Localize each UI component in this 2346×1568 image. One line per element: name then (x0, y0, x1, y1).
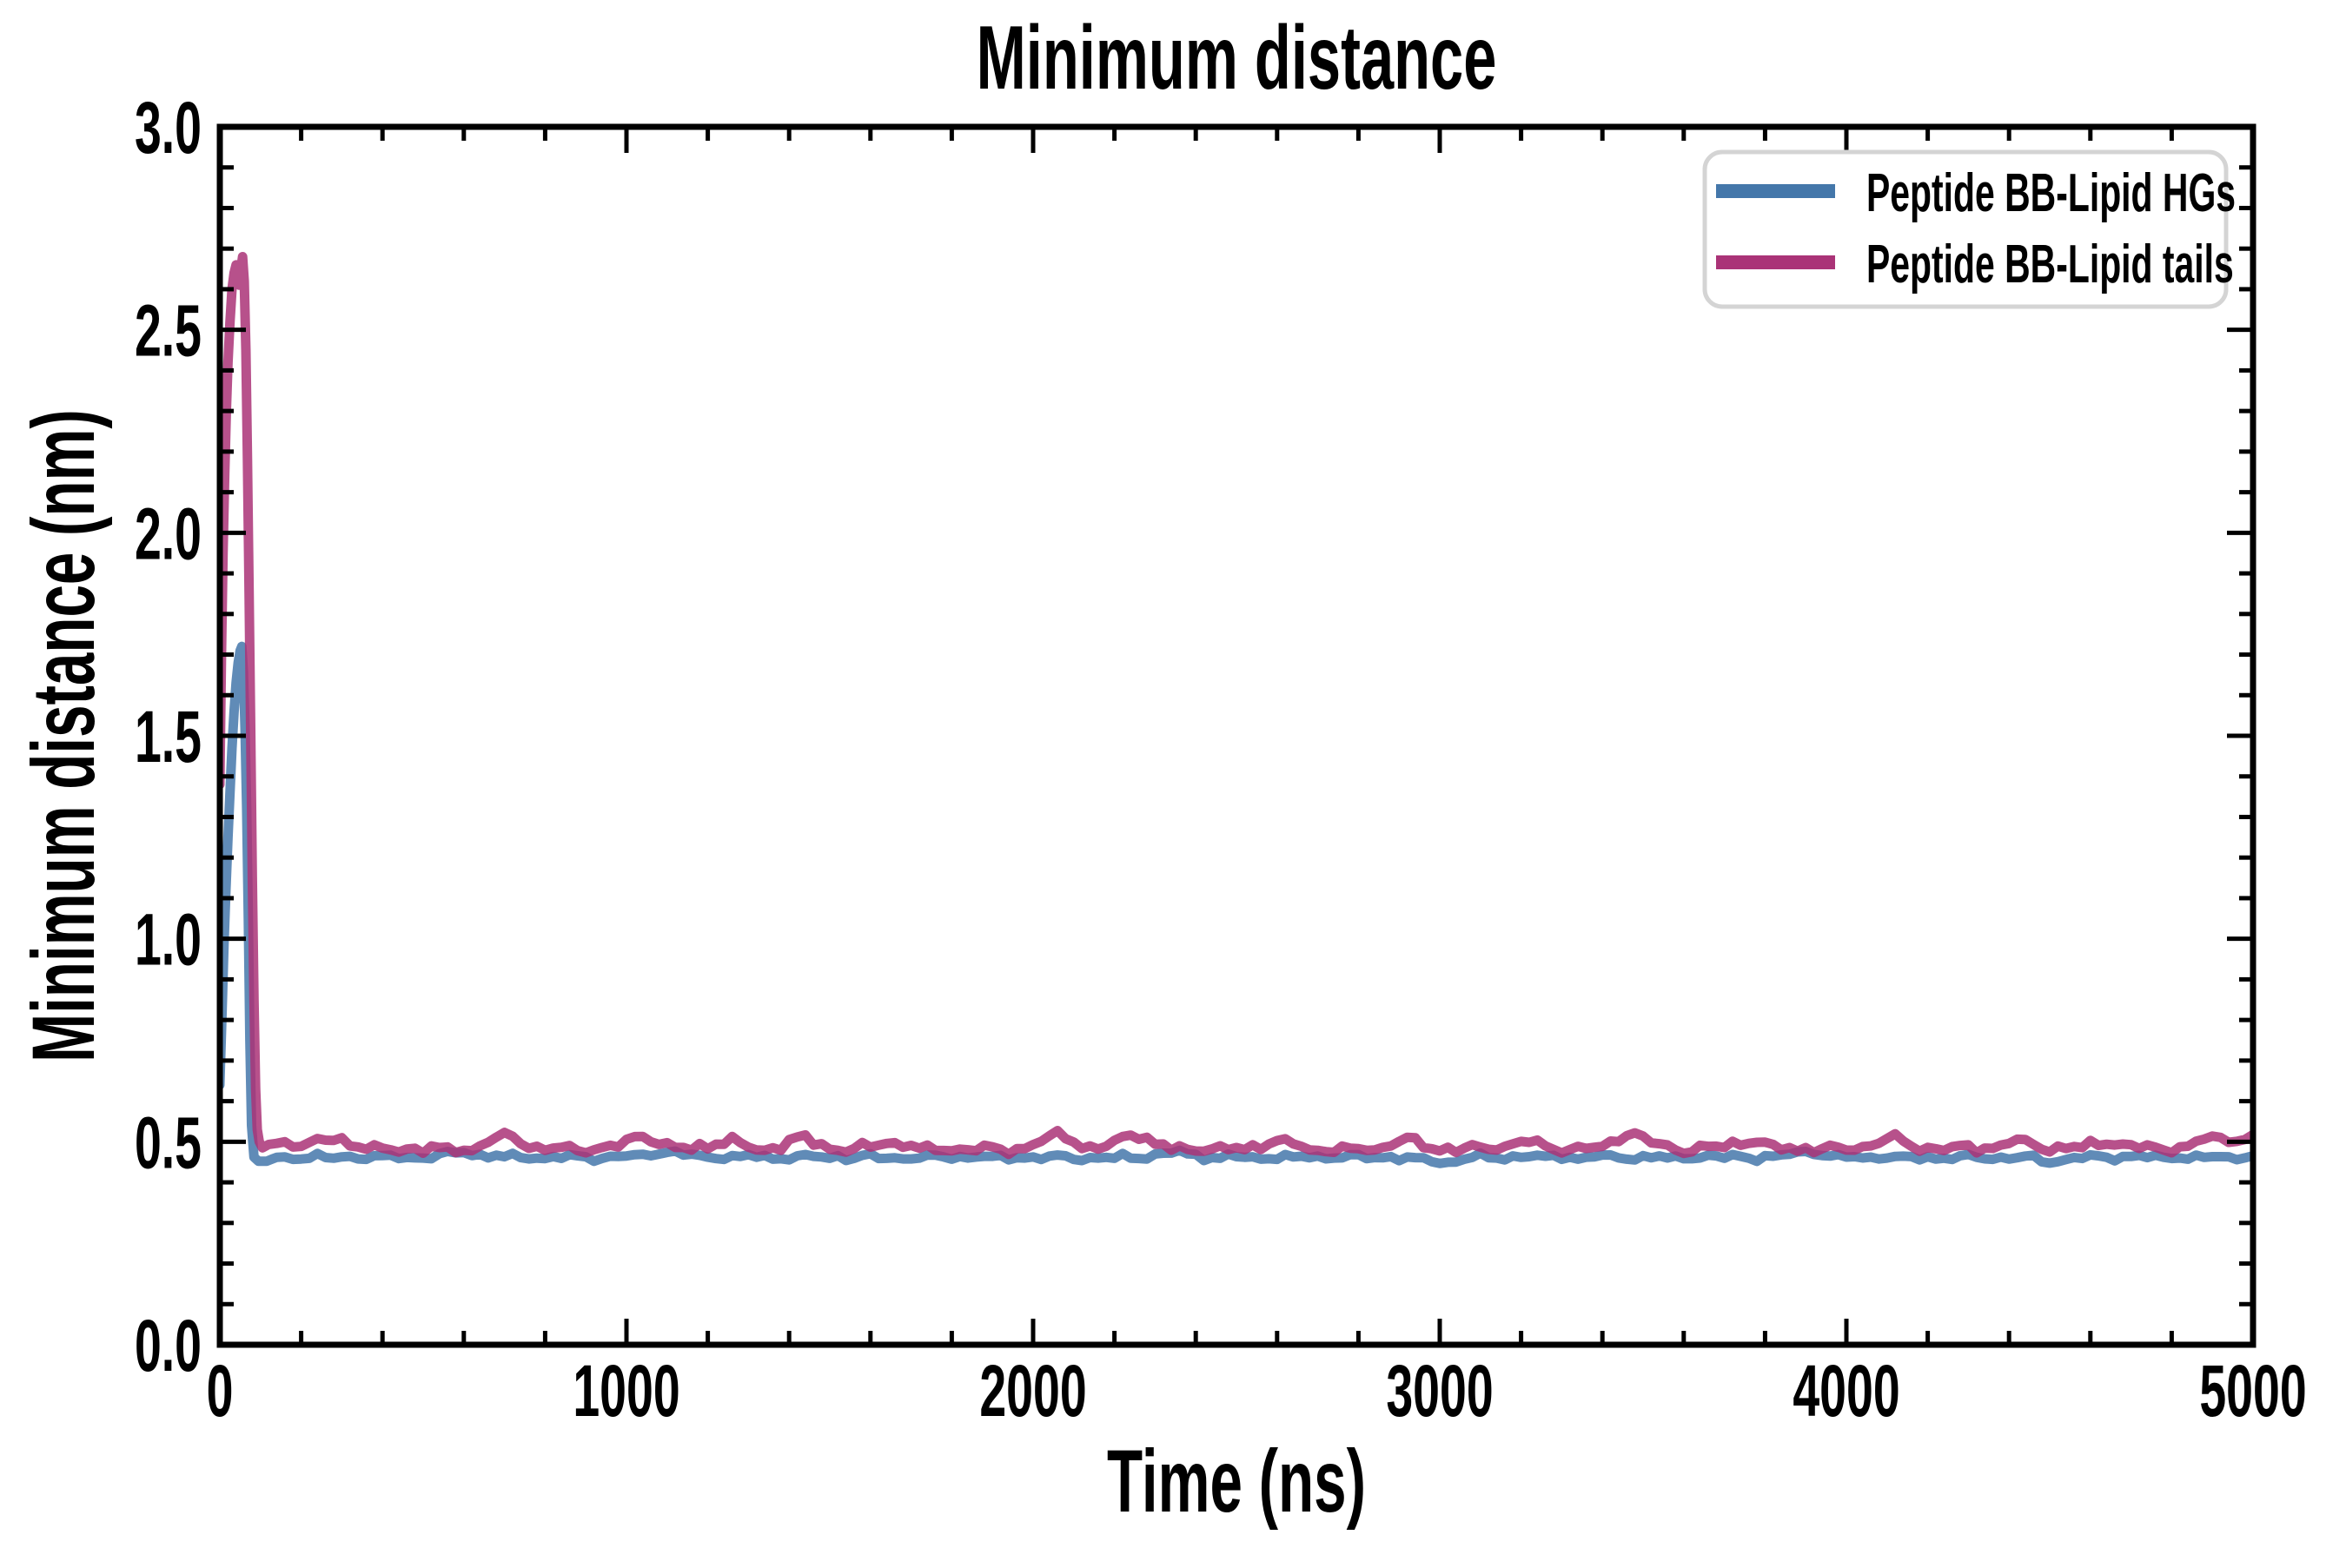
y-tick-label: 0.0 (135, 1307, 202, 1387)
chart-title: Minimum distance (977, 7, 1497, 109)
x-tick-label: 0 (207, 1352, 234, 1432)
y-axis-label: Minimum distance (nm) (15, 409, 113, 1062)
legend-label-hgs: Peptide BB-Lipid HGs (1866, 163, 2236, 224)
x-tick-label: 4000 (1793, 1352, 1899, 1432)
y-tick-label: 3.0 (135, 89, 202, 169)
y-tick-label: 0.5 (135, 1103, 202, 1184)
x-tick-label: 1000 (573, 1352, 679, 1432)
y-tick-label: 2.5 (135, 291, 202, 372)
y-tick-label: 1.5 (135, 698, 202, 778)
axes-spines (216, 123, 2257, 1348)
legend: Peptide BB-Lipid HGs Peptide BB-Lipid ta… (1702, 149, 2236, 309)
plot-area (220, 127, 2253, 1345)
y-tick-label: 1.0 (135, 900, 202, 981)
x-tick-label: 5000 (2199, 1352, 2306, 1432)
x-tick-label: 3000 (1386, 1352, 1493, 1432)
x-tick-label: 2000 (979, 1352, 1086, 1432)
tick-label-layer: 0 1000 2000 3000 4000 5000 0.0 0.5 1.0 1.5 2.0 2.5 3… (135, 89, 2307, 1432)
x-axis-label: Time (ns) (1107, 1432, 1366, 1531)
y-tick-label: 2.0 (135, 494, 202, 575)
series-layer (220, 252, 2253, 1168)
legend-label-tails: Peptide BB-Lipid tails (1866, 235, 2234, 295)
series-line-tails (220, 252, 2253, 1160)
